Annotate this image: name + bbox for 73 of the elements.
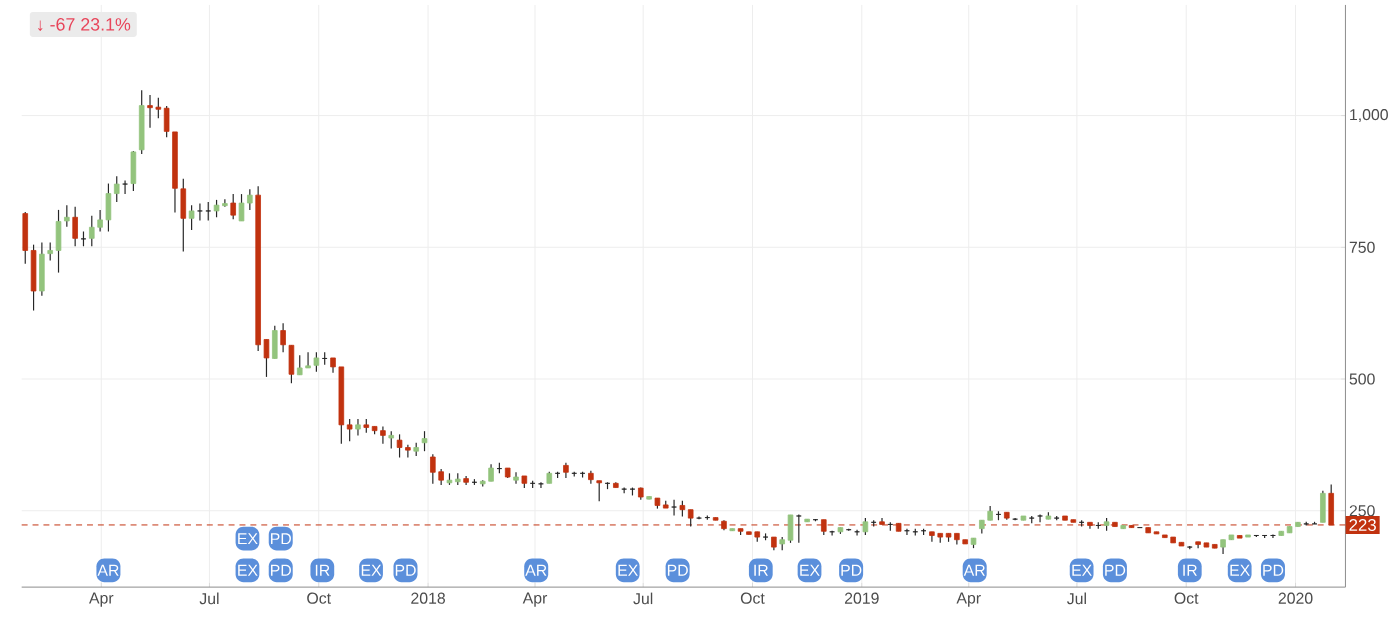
candlestick — [263, 339, 270, 378]
candlestick — [396, 433, 403, 459]
candlestick — [222, 198, 228, 208]
candlestick — [89, 215, 95, 247]
candlestick — [155, 97, 162, 119]
x-tick-label: Jul — [633, 592, 653, 605]
candlestick — [197, 203, 203, 222]
annotation: IR — [754, 564, 768, 576]
candlestick — [72, 206, 78, 247]
annotation: PD — [841, 564, 862, 576]
candlestick — [1037, 513, 1043, 524]
candlestick — [230, 193, 236, 221]
candlestick — [671, 499, 677, 517]
annotation: PD — [1263, 564, 1284, 576]
annotation: PD — [395, 564, 416, 576]
candlestick — [796, 513, 802, 544]
candlestick — [97, 209, 103, 233]
candlestick — [147, 94, 153, 129]
annotation: EX — [238, 533, 258, 545]
candlestick — [405, 444, 411, 459]
annotation: PD — [667, 564, 688, 576]
y-tick-label: 250 — [1349, 505, 1375, 517]
x-tick-label: Jul — [199, 592, 219, 605]
candlestick — [247, 188, 253, 211]
annotation: EX — [618, 564, 638, 576]
annotation: EX — [361, 564, 382, 576]
x-tick-label: Oct — [1174, 592, 1199, 604]
x-tick-label: Apr — [522, 592, 548, 607]
text: ↓ -67 23.1% — [38, 18, 131, 32]
x-tick-label: 2020 — [1278, 592, 1313, 604]
annotation: EX — [1072, 564, 1092, 576]
candlestick — [355, 418, 361, 437]
candlestick — [421, 430, 428, 452]
candlestick — [122, 179, 128, 195]
candlestick — [113, 175, 120, 203]
annotation: PD — [271, 533, 291, 545]
candlestick — [205, 201, 212, 222]
annotation: PD — [271, 564, 291, 576]
candlestick — [163, 105, 170, 138]
annotation: EX — [800, 564, 820, 576]
candlestick — [313, 351, 320, 373]
x-tick-label: Oct — [307, 592, 331, 604]
candlestick — [346, 418, 353, 442]
annotation: AR — [525, 564, 547, 576]
y-tick-label: 500 — [1349, 373, 1375, 385]
candlestick — [929, 531, 935, 543]
candlestick — [430, 453, 436, 485]
candlestick — [380, 425, 386, 445]
annotation: IR — [1183, 564, 1197, 576]
candlestick — [188, 204, 195, 231]
y-tick-label: 1,000 — [1350, 109, 1388, 123]
x-tick-label: Apr — [956, 592, 981, 607]
candlestick — [64, 204, 70, 228]
candlestick — [296, 354, 303, 376]
x-tick-label: Apr — [89, 592, 114, 607]
candlestick — [513, 471, 519, 485]
candlestick — [538, 481, 544, 489]
ref-line-label: 223 — [1349, 519, 1376, 532]
annotation: IR — [315, 564, 330, 576]
annotation: PD — [1105, 564, 1126, 576]
candlestick — [238, 193, 245, 222]
annotation: AR — [963, 564, 985, 576]
x-tick-label: Oct — [740, 592, 765, 604]
x-tick-label: Jul — [1067, 592, 1086, 605]
candlestick — [280, 322, 286, 353]
annotation: AR — [97, 564, 119, 576]
x-tick-label: 2018 — [411, 592, 445, 604]
candlestick — [596, 480, 602, 502]
y-tick-label: 750 — [1349, 241, 1375, 254]
annotation: EX — [238, 564, 258, 576]
annotation: EX — [1230, 564, 1250, 576]
candlestick — [305, 351, 311, 369]
x-tick-label: 2019 — [844, 592, 879, 604]
